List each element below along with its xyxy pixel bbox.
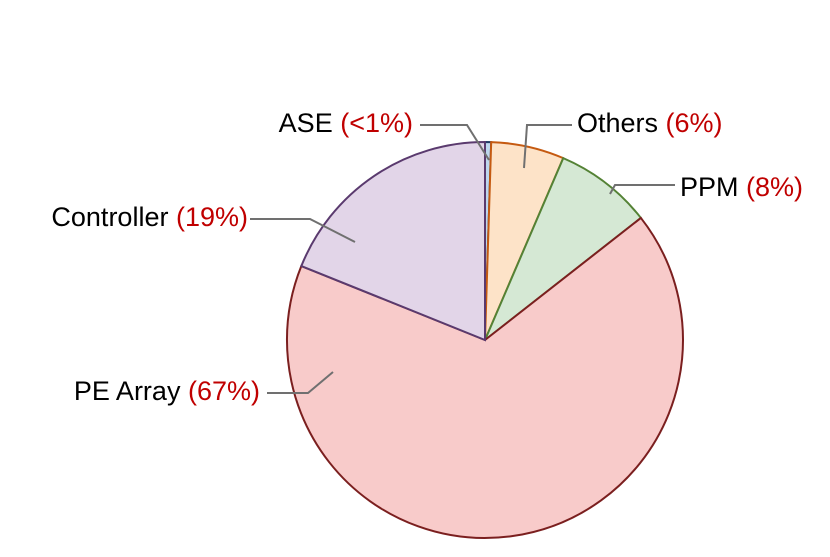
slice-name: PE Array [74, 376, 181, 406]
slice-percent: (19%) [176, 202, 248, 232]
slice-label: Controller (19%) [51, 202, 248, 232]
slice-name: PPM [680, 172, 739, 202]
leader-line [267, 371, 334, 394]
slice-label: ASE (<1%) [279, 108, 413, 138]
leader-line [250, 218, 356, 243]
leader-line [609, 184, 675, 195]
slice-percent: (8%) [746, 172, 803, 202]
slice-percent: (<1%) [340, 108, 413, 138]
slice-name: Others [577, 108, 658, 138]
pie-slice [484, 156, 643, 341]
slice-label: PE Array (67%) [74, 376, 260, 406]
leader-line [523, 124, 572, 169]
slice-name: Controller [51, 202, 168, 232]
slice-label: Others (6%) [577, 108, 723, 138]
pie-slice [286, 216, 684, 539]
slice-name: ASE [279, 108, 333, 138]
slice-label: PPM (8%) [680, 172, 803, 202]
pie-slice [300, 140, 486, 342]
slice-percent: (6%) [666, 108, 723, 138]
slice-percent: (67%) [188, 376, 260, 406]
leader-line [420, 124, 490, 161]
